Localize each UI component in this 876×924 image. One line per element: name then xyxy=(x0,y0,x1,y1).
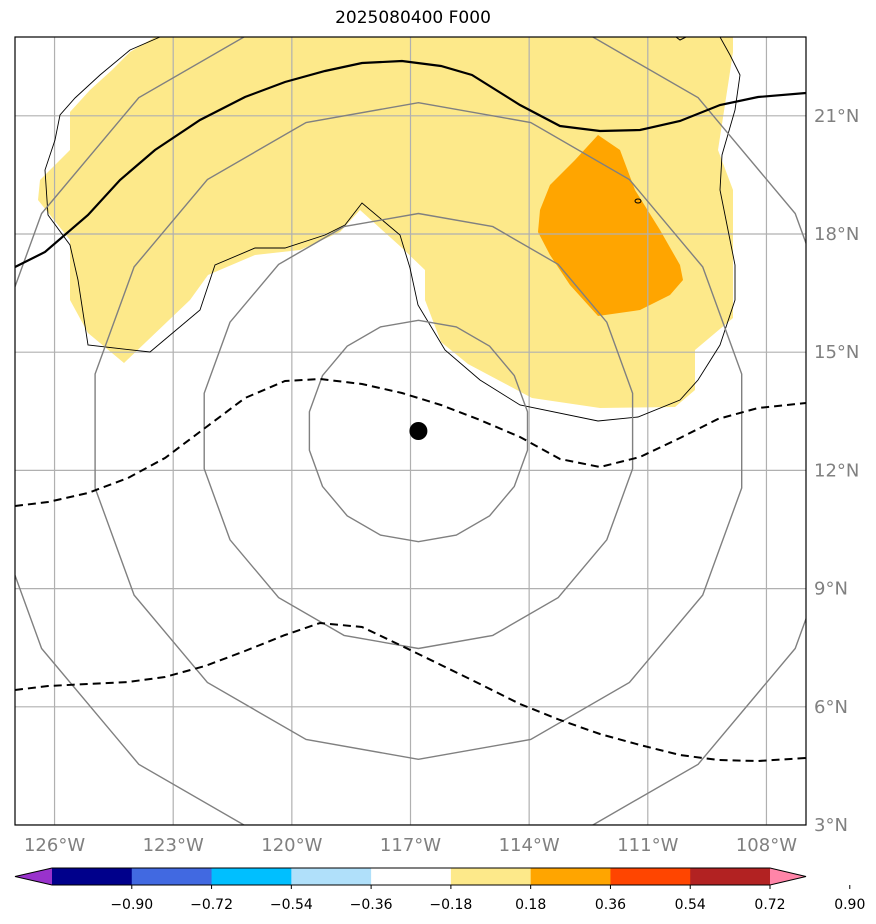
y-tick-label: 6°N xyxy=(814,697,848,718)
range-ring xyxy=(308,319,529,543)
colorbar-tick-label: 0.18 xyxy=(515,897,546,913)
y-tick-label: 18°N xyxy=(814,224,859,245)
colorbar-extend-min xyxy=(15,868,52,885)
map-frame xyxy=(14,36,807,826)
colorbar-tick-label: −0.72 xyxy=(190,897,233,913)
y-tick-label: 15°N xyxy=(814,342,859,363)
x-axis-tick-labels: 126°W 123°W 120°W 117°W 114°W 111°W 108°W xyxy=(24,835,797,856)
colorbar-segment xyxy=(131,868,213,885)
range-ring xyxy=(15,37,806,825)
colorbar-segment xyxy=(371,868,452,885)
solid-contour xyxy=(15,59,806,268)
colorbar-tick-label: −0.36 xyxy=(350,897,393,913)
thin-boundary-line xyxy=(44,37,741,422)
y-tick-label: 21°N xyxy=(814,106,859,127)
colorbar-segment xyxy=(530,868,611,885)
x-tick-label: 117°W xyxy=(380,835,441,856)
colorbar-tick-label: −0.18 xyxy=(429,897,472,913)
colorbar-segment xyxy=(291,868,372,885)
colorbar: −0.90 −0.72 −0.54 −0.36 −0.18 0.18 0.36 0.54 0.7… xyxy=(14,867,865,913)
x-tick-label: 123°W xyxy=(143,835,204,856)
map-title: 2025080400 F000 xyxy=(335,8,491,28)
colorbar-tick-label: 0.72 xyxy=(754,897,785,913)
colorbar-tick-label: −0.90 xyxy=(110,897,153,913)
colorbar-tick-label: 0.54 xyxy=(675,897,706,913)
colorbar-extend-max xyxy=(770,868,806,885)
y-tick-label: 9°N xyxy=(814,579,848,600)
field-fill-036-054 xyxy=(538,135,683,316)
colorbar-tick-label: 0.90 xyxy=(834,897,865,913)
colorbar-segment xyxy=(52,868,133,885)
colorbar-tick-label: −0.54 xyxy=(270,897,313,913)
x-tick-label: 114°W xyxy=(499,835,560,856)
dashed-contours xyxy=(15,377,806,763)
colorbar-segment xyxy=(450,868,532,885)
colorbar-tick-label: 0.36 xyxy=(595,897,626,913)
range-ring xyxy=(203,212,634,650)
storm-center-marker xyxy=(409,422,428,440)
x-tick-label: 126°W xyxy=(24,835,85,856)
x-tick-label: 108°W xyxy=(736,835,797,856)
x-tick-label: 111°W xyxy=(617,835,678,856)
range-rings xyxy=(15,37,806,825)
colorbar-segment xyxy=(610,868,691,885)
graticule xyxy=(15,37,806,825)
y-tick-label: 3°N xyxy=(814,815,848,836)
x-tick-label: 120°W xyxy=(261,835,322,856)
range-ring xyxy=(94,101,743,761)
colorbar-segment xyxy=(690,868,771,885)
y-tick-label: 12°N xyxy=(814,460,859,481)
colorbar-segment xyxy=(211,868,292,885)
y-axis-tick-labels: 21°N 18°N 15°N 12°N 9°N 6°N 3°N xyxy=(814,106,859,836)
colorbar-outline xyxy=(14,867,807,886)
